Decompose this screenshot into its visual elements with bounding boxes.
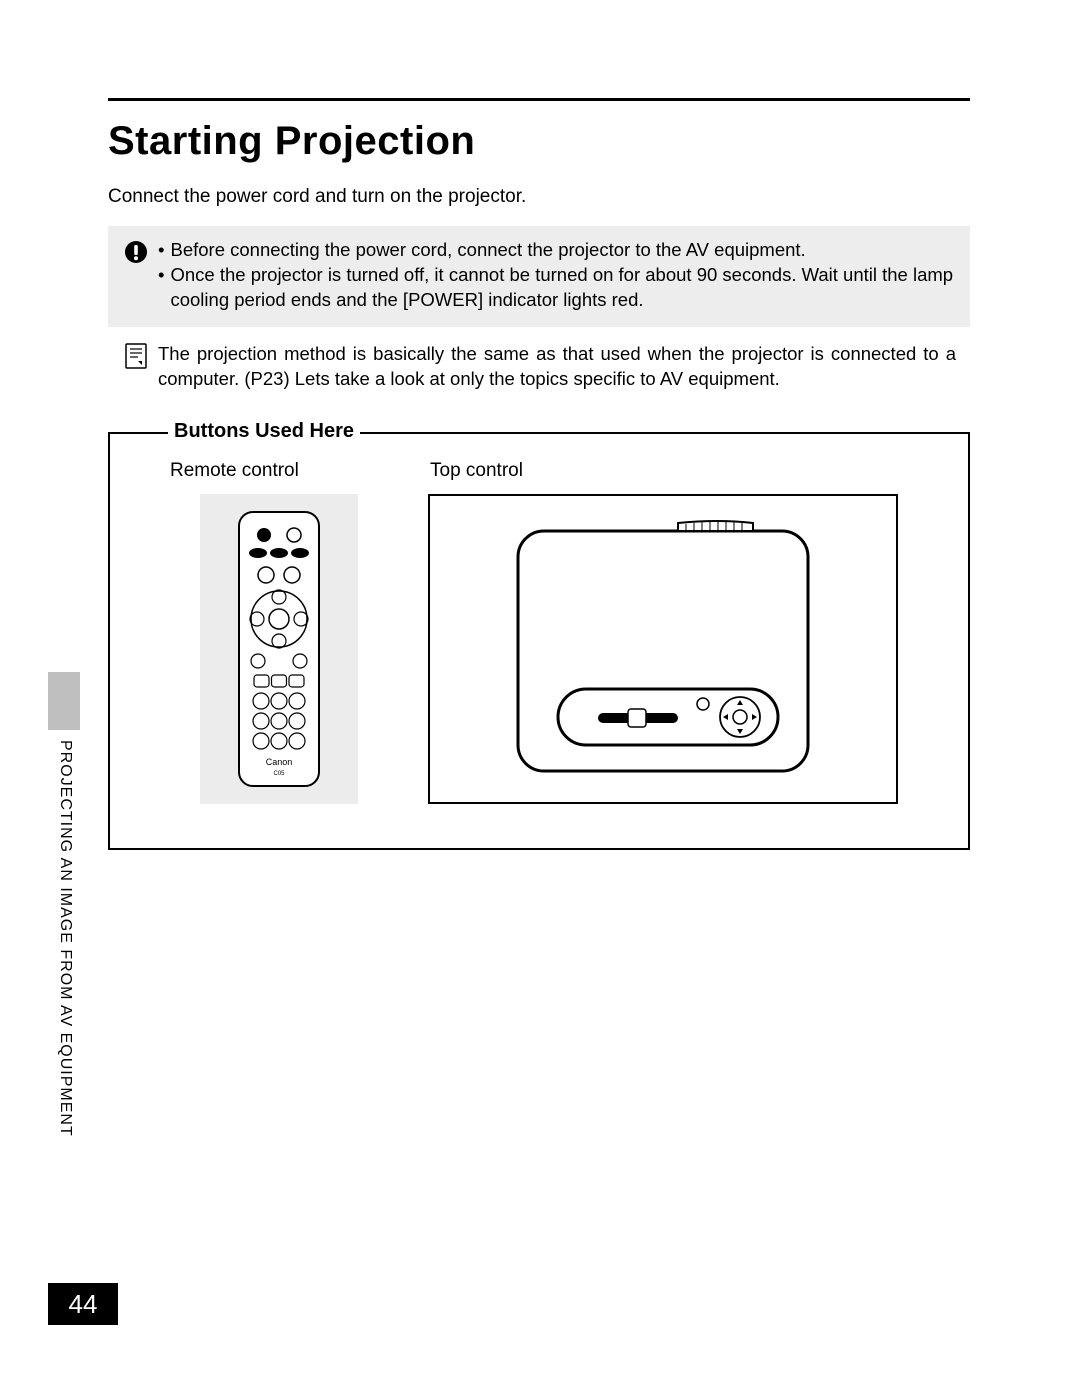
- note-callout: The projection method is basically the s…: [108, 341, 970, 392]
- svg-text:C05: C05: [273, 771, 285, 777]
- intro-text: Connect the power cord and turn on the p…: [108, 186, 970, 208]
- top-control-diagram: [428, 494, 898, 804]
- bullet-dot: •: [158, 263, 164, 313]
- remote-control-diagram: Canon C05: [200, 494, 358, 804]
- warning-text: • Before connecting the power cord, conn…: [158, 238, 956, 313]
- section-tab: [48, 672, 80, 730]
- fieldset-legend: Buttons Used Here: [168, 420, 360, 443]
- note-icon: [122, 341, 150, 392]
- page-title: Starting Projection: [108, 119, 970, 164]
- remote-brand-text: Canon: [266, 757, 293, 767]
- page-number: 44: [48, 1283, 118, 1325]
- remote-control-label: Remote control: [170, 460, 299, 482]
- warning-callout: • Before connecting the power cord, conn…: [108, 226, 970, 327]
- note-text: The projection method is basically the s…: [158, 341, 956, 392]
- warning-bullet-1: Before connecting the power cord, connec…: [170, 238, 805, 263]
- top-control-label: Top control: [430, 460, 523, 482]
- content-area: Starting Projection Connect the power co…: [108, 98, 970, 850]
- warning-icon: [122, 238, 150, 313]
- section-label: PROJECTING AN IMAGE FROM AV EQUIPMENT: [56, 740, 74, 1137]
- bullet-dot: •: [158, 238, 164, 263]
- warning-bullet-2: Once the projector is turned off, it can…: [170, 263, 956, 313]
- buttons-used-fieldset: Buttons Used Here Remote control Top con…: [108, 432, 970, 850]
